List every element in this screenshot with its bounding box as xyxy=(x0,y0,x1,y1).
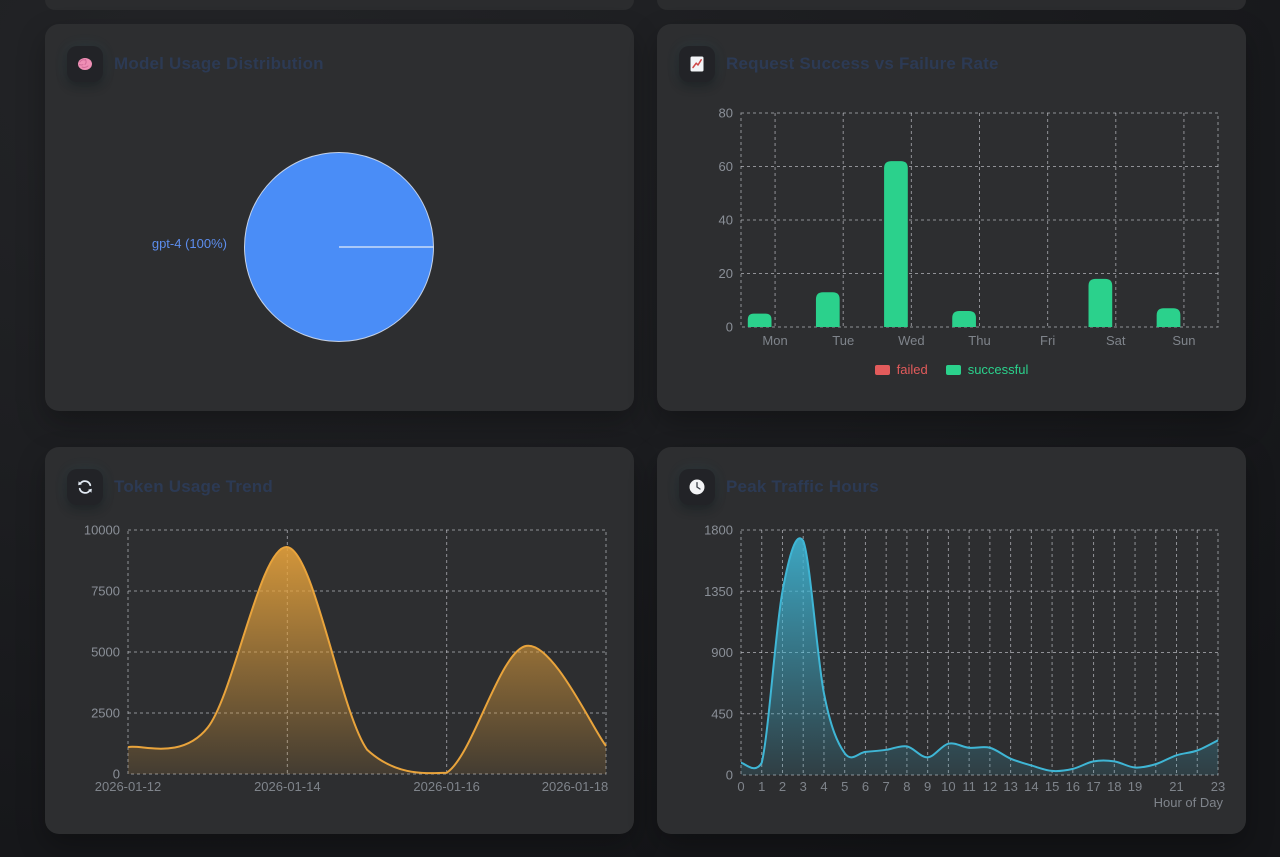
svg-text:9: 9 xyxy=(924,779,931,794)
svg-text:2026-01-14: 2026-01-14 xyxy=(254,779,321,794)
clock-icon xyxy=(689,479,705,495)
svg-text:2500: 2500 xyxy=(91,706,120,721)
icon-tile xyxy=(679,469,715,505)
card-title: Model Usage Distribution xyxy=(114,54,324,73)
svg-text:17: 17 xyxy=(1086,779,1100,794)
legend-label: failed xyxy=(896,362,928,377)
svg-text:Sat: Sat xyxy=(1106,333,1126,348)
svg-text:12: 12 xyxy=(983,779,997,794)
svg-text:14: 14 xyxy=(1024,779,1038,794)
svg-text:Mon: Mon xyxy=(762,333,787,348)
svg-text:2: 2 xyxy=(779,779,786,794)
svg-text:Sun: Sun xyxy=(1172,333,1195,348)
svg-text:80: 80 xyxy=(719,106,733,121)
card-peak-traffic: Peak Traffic Hours 0 450 900 1350 1800 0 1 2 3 4 5… xyxy=(657,447,1246,834)
card-header: Model Usage Distribution xyxy=(67,46,324,82)
card-success-failure: Request Success vs Failure Rate 0 20 40 60 8… xyxy=(657,24,1246,411)
legend-swatch xyxy=(874,364,890,375)
svg-text:Fri: Fri xyxy=(1040,333,1055,348)
legend-item-successful[interactable]: successful xyxy=(945,362,1029,377)
card-model-usage: Model Usage Distribution gpt-4 (100%) xyxy=(45,24,634,411)
svg-text:0: 0 xyxy=(113,767,120,782)
brain-icon xyxy=(78,58,92,70)
chart-legend: failed successful xyxy=(657,362,1246,377)
svg-text:7500: 7500 xyxy=(91,584,120,599)
svg-text:Tue: Tue xyxy=(832,333,854,348)
svg-text:20: 20 xyxy=(719,266,733,281)
svg-text:0: 0 xyxy=(726,768,733,783)
svg-text:7: 7 xyxy=(883,779,890,794)
svg-text:Wed: Wed xyxy=(898,333,925,348)
icon-tile xyxy=(67,469,103,505)
card-token-usage: Token Usage Trend 0 2500 5000 7500 10000 2026… xyxy=(45,447,634,834)
svg-text:2026-01-12: 2026-01-12 xyxy=(95,779,162,794)
icon-tile xyxy=(67,46,103,82)
card-header: Token Usage Trend xyxy=(67,469,273,505)
svg-text:Thu: Thu xyxy=(968,333,990,348)
pie-slice-label: gpt-4 (100%) xyxy=(152,236,227,251)
svg-text:4: 4 xyxy=(820,779,827,794)
card-title: Peak Traffic Hours xyxy=(726,477,879,496)
svg-text:1350: 1350 xyxy=(704,584,733,599)
card-title: Token Usage Trend xyxy=(114,477,273,496)
svg-text:40: 40 xyxy=(719,213,733,228)
legend-item-failed[interactable]: failed xyxy=(874,362,928,377)
svg-text:8: 8 xyxy=(903,779,910,794)
bar-chart-canvas[interactable]: 0 20 40 60 80 Mon Tue Wed Thu Fri Sat Sun xyxy=(657,24,1246,411)
svg-text:900: 900 xyxy=(711,645,733,660)
svg-text:0: 0 xyxy=(726,320,733,335)
svg-text:1: 1 xyxy=(758,779,765,794)
svg-text:5000: 5000 xyxy=(91,645,120,660)
partial-card-above-left xyxy=(45,0,634,10)
svg-text:13: 13 xyxy=(1003,779,1017,794)
svg-text:15: 15 xyxy=(1045,779,1059,794)
chart-up-icon xyxy=(690,56,704,72)
legend-swatch xyxy=(945,364,961,375)
svg-text:10: 10 xyxy=(941,779,955,794)
svg-text:450: 450 xyxy=(711,706,733,721)
icon-tile xyxy=(679,46,715,82)
svg-text:60: 60 xyxy=(719,159,733,174)
svg-text:6: 6 xyxy=(862,779,869,794)
svg-text:18: 18 xyxy=(1107,779,1121,794)
svg-text:21: 21 xyxy=(1169,779,1183,794)
pie-chart-canvas[interactable]: gpt-4 (100%) xyxy=(45,24,634,411)
card-header: Peak Traffic Hours xyxy=(679,469,879,505)
svg-text:1800: 1800 xyxy=(704,523,733,538)
partial-card-above-right xyxy=(657,0,1246,10)
svg-text:16: 16 xyxy=(1066,779,1080,794)
area-chart-canvas[interactable]: 0 2500 5000 7500 10000 2026-01-12 2026-01-14 20… xyxy=(45,447,634,834)
svg-text:2026-01-18: 2026-01-18 xyxy=(542,779,609,794)
refresh-icon xyxy=(78,480,92,494)
svg-text:19: 19 xyxy=(1128,779,1142,794)
svg-text:2026-01-16: 2026-01-16 xyxy=(413,779,480,794)
svg-text:10000: 10000 xyxy=(84,523,120,538)
card-header: Request Success vs Failure Rate xyxy=(679,46,999,82)
svg-text:0: 0 xyxy=(737,779,744,794)
card-title: Request Success vs Failure Rate xyxy=(726,54,999,73)
svg-text:3: 3 xyxy=(800,779,807,794)
svg-text:11: 11 xyxy=(962,779,976,794)
svg-text:5: 5 xyxy=(841,779,848,794)
legend-label: successful xyxy=(967,362,1029,377)
svg-text:Hour of Day: Hour of Day xyxy=(1154,795,1224,810)
svg-text:23: 23 xyxy=(1211,779,1225,794)
